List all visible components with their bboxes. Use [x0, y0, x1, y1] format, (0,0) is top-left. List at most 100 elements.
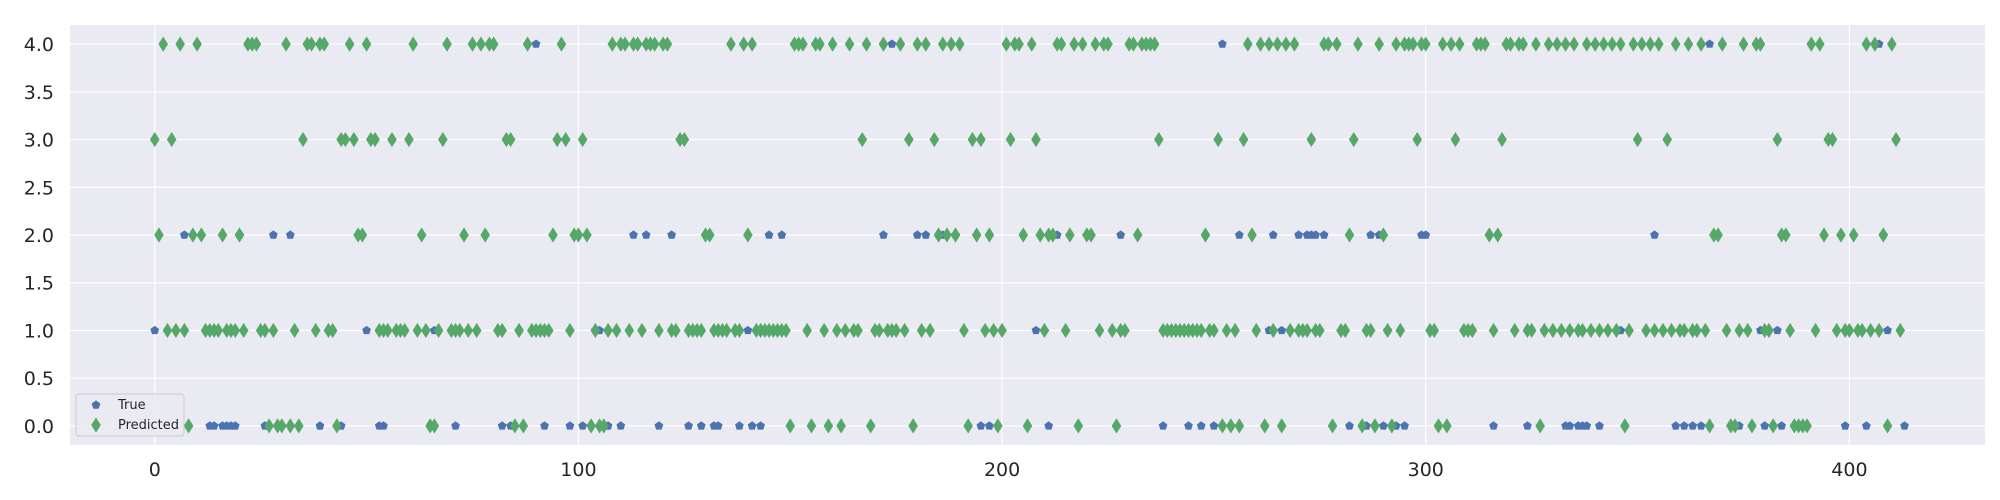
- predicted-point: [421, 322, 431, 339]
- predicted-point: [844, 36, 855, 52]
- predicted-point: [971, 227, 982, 243]
- predicted-point: [1018, 227, 1029, 243]
- legend-box: [75, 393, 185, 437]
- predicted-point: [980, 322, 990, 339]
- predicted-point: [963, 418, 973, 434]
- predicted-point: [895, 36, 906, 52]
- predicted-point: [192, 36, 202, 52]
- predicted-point: [781, 322, 791, 339]
- true-point: [654, 421, 664, 430]
- predicted-point: [1581, 36, 1592, 52]
- predicted-point: [1272, 36, 1283, 52]
- predicted-point: [1238, 131, 1249, 148]
- predicted-point: [196, 227, 207, 243]
- predicted-point: [1653, 36, 1664, 52]
- predicted-point: [285, 418, 296, 434]
- predicted-point: [1556, 322, 1567, 339]
- predicted-point: [1420, 36, 1431, 52]
- predicted-point: [1128, 36, 1139, 52]
- true-point: [1421, 230, 1431, 239]
- true-point: [285, 230, 295, 239]
- predicted-point: [649, 36, 660, 52]
- predicted-point: [933, 227, 944, 243]
- true-point: [756, 421, 765, 430]
- predicted-point: [370, 131, 380, 148]
- predicted-point: [543, 322, 554, 339]
- true-point: [497, 421, 507, 430]
- true-point: [565, 421, 575, 430]
- true-point: [1696, 421, 1706, 430]
- predicted-point: [1259, 418, 1270, 434]
- predicted-point: [1827, 131, 1838, 148]
- y-tick-label: 0.5: [24, 368, 54, 390]
- predicted-point: [1747, 418, 1757, 434]
- predicted-point: [1810, 322, 1821, 339]
- predicted-point: [162, 322, 173, 339]
- predicted-point: [1039, 322, 1050, 339]
- predicted-point: [853, 322, 863, 339]
- predicted-point: [1607, 36, 1617, 52]
- true-point: [1158, 421, 1168, 430]
- predicted-point: [1217, 418, 1228, 434]
- predicted-point: [514, 322, 524, 339]
- true-point: [1523, 421, 1532, 430]
- predicted-point: [1111, 418, 1122, 434]
- true-point: [1900, 421, 1909, 430]
- predicted-point: [238, 322, 249, 339]
- predicted-point: [1603, 322, 1613, 339]
- predicted-point: [785, 418, 796, 434]
- predicted-point: [984, 227, 995, 243]
- predicted-point: [1569, 36, 1579, 52]
- true-point: [268, 230, 278, 239]
- predicted-point: [1560, 36, 1571, 52]
- predicted-point: [251, 36, 262, 52]
- predicted-point: [921, 36, 931, 52]
- predicted-point: [179, 322, 190, 339]
- predicted-point: [560, 131, 571, 148]
- legend: True Predicted: [75, 393, 185, 437]
- predicted-point: [1870, 36, 1880, 52]
- predicted-point: [1226, 418, 1236, 434]
- predicted-point: [1154, 131, 1164, 148]
- predicted-point: [1713, 227, 1723, 243]
- predicted-point: [552, 131, 563, 148]
- predicted-point: [1387, 418, 1397, 434]
- predicted-point: [1077, 36, 1088, 52]
- predicted-point: [382, 322, 393, 339]
- predicted-point: [1742, 322, 1753, 339]
- predicted-point: [1374, 36, 1384, 52]
- predicted-point: [1247, 227, 1257, 243]
- predicted-point: [1683, 36, 1694, 52]
- predicted-point: [1031, 131, 1041, 148]
- predicted-point: [289, 322, 300, 339]
- predicted-point: [298, 131, 308, 148]
- predicted-point: [1641, 322, 1651, 339]
- predicted-point: [548, 227, 558, 243]
- predicted-point: [1565, 322, 1575, 339]
- predicted-point: [1230, 322, 1240, 339]
- predicted-point: [1467, 322, 1478, 339]
- predicted-point: [1353, 36, 1363, 52]
- predicted-point: [1861, 36, 1872, 52]
- predicted-point: [310, 322, 321, 339]
- predicted-point: [1768, 418, 1778, 434]
- predicted-point: [1395, 322, 1406, 339]
- predicted-point: [471, 322, 482, 339]
- predicted-point: [1819, 227, 1829, 243]
- predicted-point: [1488, 322, 1499, 339]
- true-point: [616, 421, 626, 430]
- predicted-point: [899, 322, 910, 339]
- predicted-point: [1857, 322, 1867, 339]
- predicted-point: [586, 418, 596, 434]
- predicted-point: [1679, 322, 1689, 339]
- predicted-point: [1454, 36, 1465, 52]
- predicted-point: [1658, 322, 1668, 339]
- true-point: [912, 230, 922, 239]
- true-point: [629, 230, 638, 239]
- true-point: [1234, 230, 1244, 239]
- true-point: [667, 230, 676, 239]
- predicted-point: [1696, 36, 1706, 52]
- y-tick-labels: 0.0 0.5 1.0 1.5 2.0 2.5 3.0 3.5 4.0: [24, 34, 54, 438]
- predicted-point: [1886, 36, 1897, 52]
- true-point: [921, 230, 931, 239]
